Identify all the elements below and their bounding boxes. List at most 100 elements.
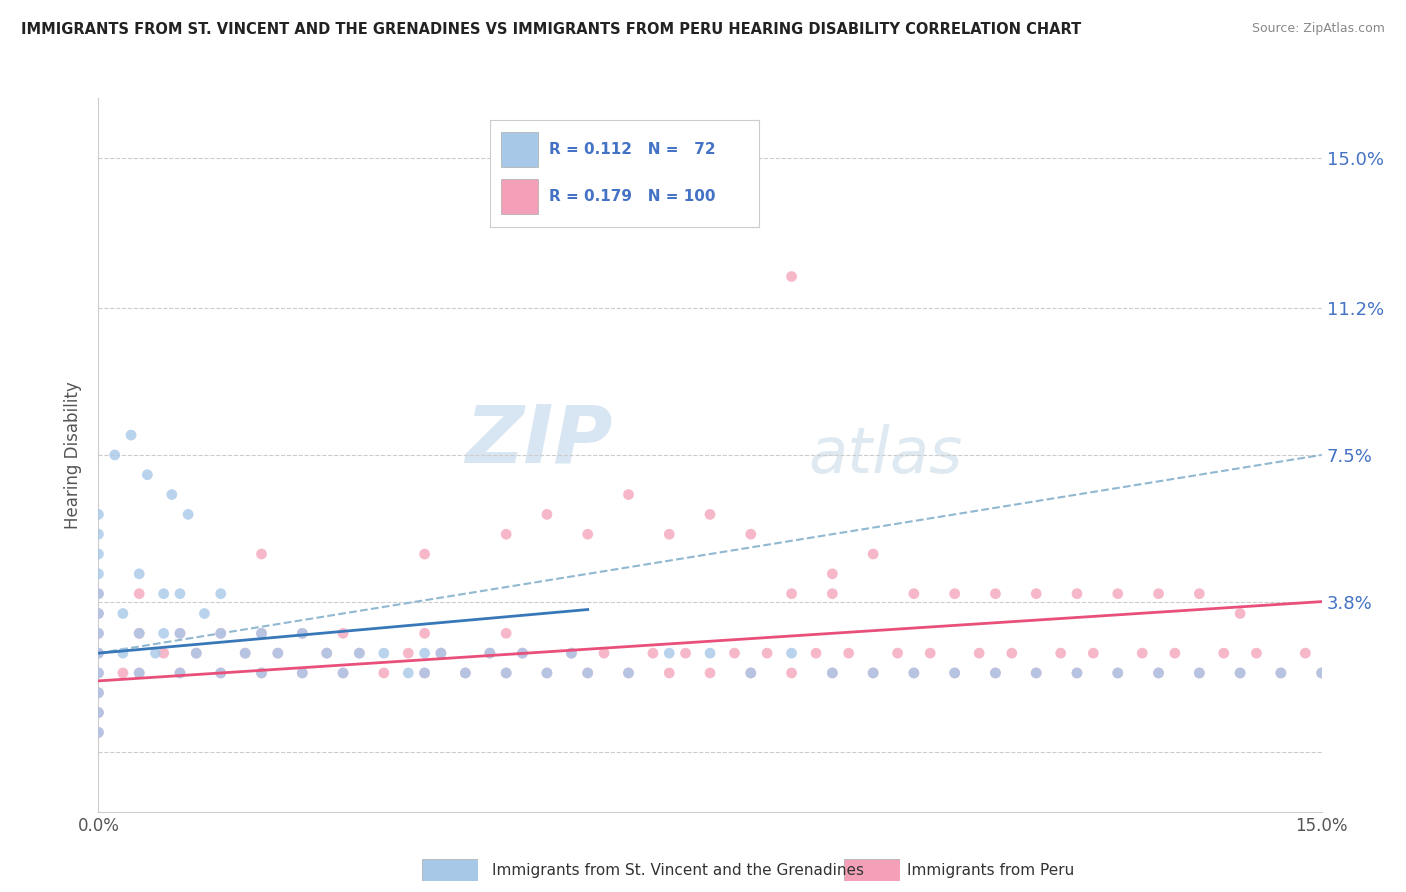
Point [250, 665, 273, 680]
Point [111, 665, 134, 680]
Point [723, 646, 745, 660]
Point [87, 566, 110, 581]
Point [87, 665, 110, 680]
Point [169, 665, 191, 680]
Point [250, 547, 273, 561]
Point [617, 665, 640, 680]
Point [332, 626, 354, 640]
Point [87, 607, 110, 621]
Text: Source: ZipAtlas.com: Source: ZipAtlas.com [1251, 22, 1385, 36]
Point [87, 706, 110, 720]
Point [780, 665, 803, 680]
Point [160, 487, 183, 501]
Point [430, 646, 453, 660]
Point [658, 665, 681, 680]
Point [250, 626, 273, 640]
Point [1310, 665, 1333, 680]
Point [1164, 646, 1187, 660]
Point [1188, 665, 1211, 680]
Point [120, 428, 142, 442]
Point [186, 646, 208, 660]
Point [152, 646, 174, 660]
Point [233, 646, 256, 660]
Point [169, 626, 191, 640]
Point [943, 665, 966, 680]
Point [87, 665, 110, 680]
Point [1107, 665, 1129, 680]
Point [1229, 665, 1251, 680]
Point [186, 646, 208, 660]
Point [495, 626, 517, 640]
Point [87, 607, 110, 621]
Point [87, 706, 110, 720]
Text: Immigrants from Peru: Immigrants from Peru [907, 863, 1074, 878]
Point [250, 665, 273, 680]
Point [413, 547, 436, 561]
Point [675, 646, 697, 660]
Point [984, 665, 1007, 680]
Point [1025, 665, 1047, 680]
Point [87, 527, 110, 541]
Point [780, 646, 803, 660]
Point [821, 566, 844, 581]
Point [87, 547, 110, 561]
Point [1049, 646, 1071, 660]
Point [169, 626, 191, 640]
Point [478, 646, 501, 660]
Text: IMMIGRANTS FROM ST. VINCENT AND THE GRENADINES VS IMMIGRANTS FROM PERU HEARING D: IMMIGRANTS FROM ST. VINCENT AND THE GREN… [21, 22, 1081, 37]
Point [658, 646, 681, 660]
Point [315, 646, 337, 660]
Point [373, 646, 395, 660]
Point [1310, 665, 1333, 680]
Point [315, 646, 337, 660]
Point [699, 508, 721, 522]
Point [373, 665, 395, 680]
Point [576, 527, 599, 541]
Point [658, 527, 681, 541]
Point [291, 665, 314, 680]
Point [169, 665, 191, 680]
Point [780, 587, 803, 601]
Point [209, 587, 232, 601]
Point [332, 665, 354, 680]
Point [111, 607, 134, 621]
Point [512, 646, 534, 660]
Point [128, 626, 150, 640]
Point [111, 646, 134, 660]
Point [821, 587, 844, 601]
Point [396, 646, 419, 660]
Point [349, 646, 371, 660]
Point [396, 665, 419, 680]
Text: atlas: atlas [808, 424, 962, 486]
Point [250, 626, 273, 640]
Point [1083, 646, 1105, 660]
Point [193, 607, 215, 621]
Point [152, 626, 174, 640]
Point [209, 665, 232, 680]
Point [1229, 665, 1251, 680]
Point [1246, 646, 1268, 660]
Point [87, 686, 110, 700]
Point [821, 665, 844, 680]
Point [87, 686, 110, 700]
Point [413, 646, 436, 660]
Point [209, 626, 232, 640]
Point [430, 646, 453, 660]
Point [1270, 665, 1292, 680]
Point [920, 646, 942, 660]
Point [87, 646, 110, 660]
Point [536, 665, 558, 680]
Point [169, 587, 191, 601]
Point [454, 665, 477, 680]
Point [512, 646, 534, 660]
Point [349, 646, 371, 660]
Point [576, 665, 599, 680]
Point [177, 508, 200, 522]
Point [699, 646, 721, 660]
Point [454, 665, 477, 680]
Point [804, 646, 827, 660]
Point [495, 665, 517, 680]
Point [87, 626, 110, 640]
Point [862, 547, 884, 561]
Point [1025, 665, 1047, 680]
